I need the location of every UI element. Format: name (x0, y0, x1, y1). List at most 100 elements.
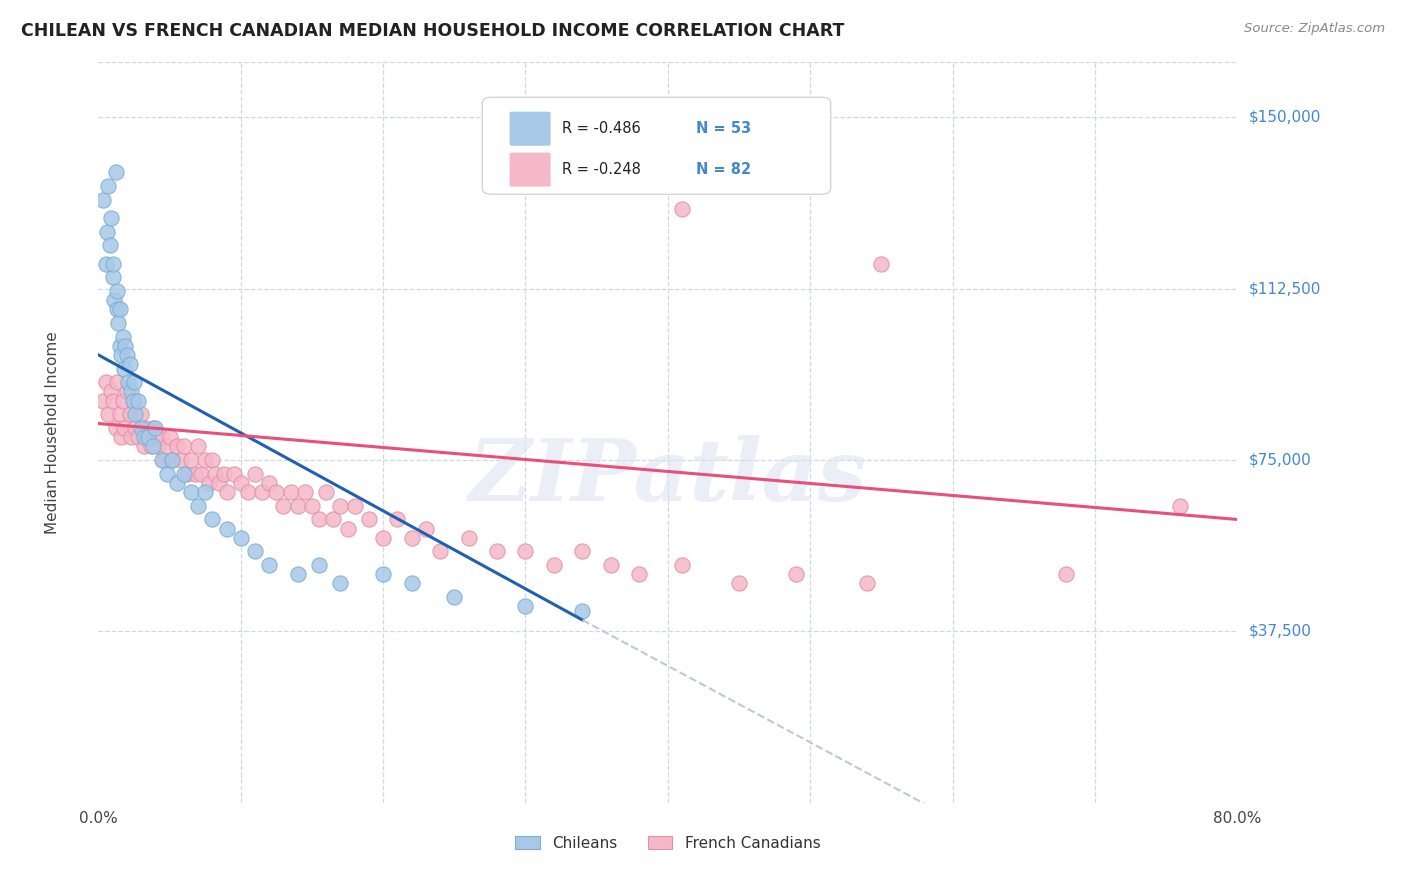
Point (600, 558, 623, 573)
Point (429, 544, 451, 558)
Point (287, 567, 309, 582)
Point (141, 439, 163, 453)
Text: R = -0.486: R = -0.486 (562, 121, 641, 136)
Point (94, 256, 117, 270)
Point (173, 439, 195, 453)
Point (134, 421, 156, 435)
Text: R = -0.248: R = -0.248 (562, 162, 641, 178)
Point (229, 531, 252, 545)
Point (115, 384, 138, 399)
Point (120, 384, 142, 399)
Text: N = 82: N = 82 (696, 162, 751, 178)
Point (201, 453, 224, 467)
Point (129, 408, 152, 422)
Point (415, 522, 437, 536)
Point (671, 202, 693, 216)
Point (97, 408, 120, 422)
Point (110, 430, 132, 444)
Point (108, 339, 131, 353)
Point (91, 193, 114, 207)
Point (243, 467, 266, 481)
Point (329, 499, 352, 513)
Point (204, 467, 226, 481)
Point (173, 467, 195, 481)
Point (121, 393, 143, 408)
Point (273, 499, 295, 513)
Point (96, 225, 118, 239)
Point (187, 499, 209, 513)
Point (198, 475, 221, 490)
Point (401, 576, 423, 591)
Text: $37,500: $37,500 (1249, 624, 1312, 639)
Point (515, 599, 537, 614)
Point (112, 361, 135, 376)
Point (100, 211, 122, 225)
Point (194, 485, 217, 500)
Point (184, 467, 207, 481)
Point (799, 133, 821, 147)
Point (287, 499, 309, 513)
Point (101, 270, 124, 285)
Point (180, 485, 202, 500)
Point (166, 475, 188, 490)
Point (124, 408, 146, 422)
Point (671, 558, 693, 573)
Point (1170, 499, 1192, 513)
Text: $150,000: $150,000 (1249, 110, 1320, 125)
Point (127, 393, 149, 408)
Point (301, 499, 323, 513)
Point (97, 178, 120, 193)
Point (150, 430, 173, 444)
Point (132, 430, 155, 444)
Point (108, 408, 131, 422)
Point (250, 485, 273, 500)
Point (117, 376, 139, 390)
Point (166, 439, 188, 453)
Point (315, 485, 337, 500)
Point (515, 544, 537, 558)
Point (156, 439, 179, 453)
Point (229, 475, 252, 490)
Point (259, 475, 281, 490)
Point (112, 421, 135, 435)
Point (190, 467, 212, 481)
Point (129, 421, 152, 435)
Point (543, 156, 565, 170)
Text: $112,500: $112,500 (1249, 281, 1320, 296)
Point (266, 485, 288, 500)
Point (870, 256, 893, 270)
Text: Source: ZipAtlas.com: Source: ZipAtlas.com (1244, 22, 1385, 36)
Point (124, 421, 146, 435)
Point (148, 439, 170, 453)
Point (176, 467, 198, 481)
Text: $75,000: $75,000 (1249, 452, 1312, 467)
FancyBboxPatch shape (482, 97, 831, 194)
Point (222, 467, 245, 481)
Point (105, 302, 128, 317)
Point (856, 576, 879, 591)
Point (139, 439, 162, 453)
Point (401, 531, 423, 545)
Point (145, 430, 167, 444)
Point (156, 467, 179, 481)
Point (145, 421, 167, 435)
Point (162, 453, 184, 467)
Point (180, 453, 202, 467)
Point (110, 348, 132, 362)
Point (108, 302, 131, 317)
Point (105, 376, 128, 390)
Point (1056, 567, 1078, 582)
Point (118, 357, 141, 371)
Point (387, 512, 409, 526)
Point (132, 439, 155, 453)
Point (215, 522, 238, 536)
Point (115, 348, 138, 362)
Text: N = 53: N = 53 (696, 121, 751, 136)
Point (329, 576, 352, 591)
Point (105, 284, 128, 298)
Point (107, 316, 129, 330)
Point (136, 430, 159, 444)
Point (114, 339, 136, 353)
Point (194, 453, 217, 467)
Point (187, 439, 209, 453)
